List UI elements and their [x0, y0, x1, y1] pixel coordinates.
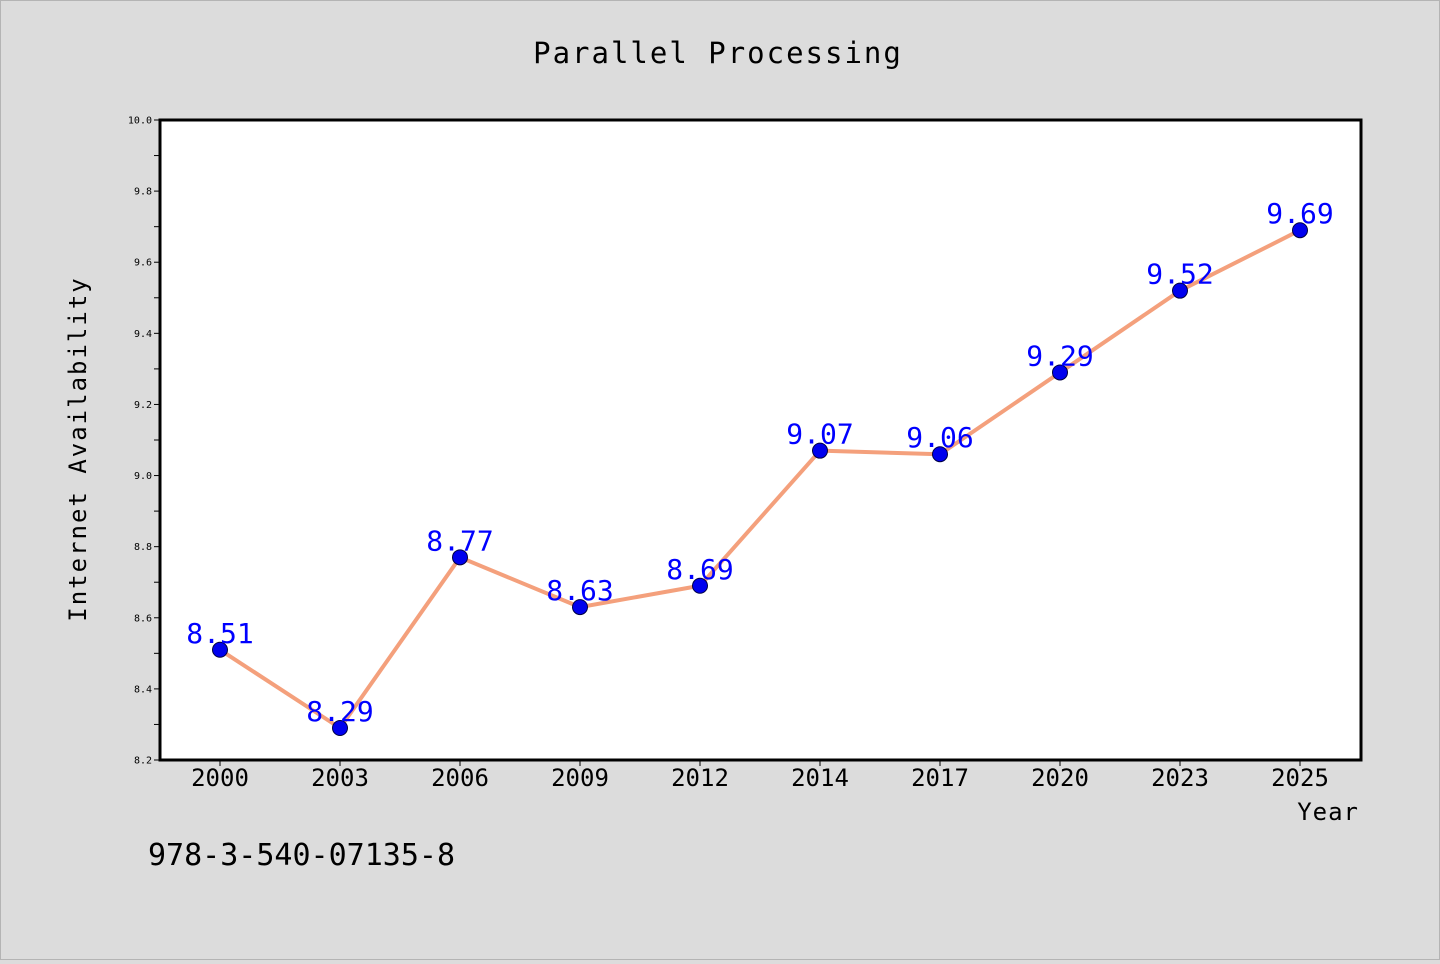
plot-area [158, 118, 1363, 762]
y-tick-label: 10.0 [128, 116, 152, 127]
x-tick-label: 2014 [791, 764, 849, 792]
data-label: 9.06 [906, 421, 973, 454]
x-tick-label: 2003 [311, 764, 369, 792]
y-axis-label: Internet Availability [64, 276, 92, 621]
y-tick-label: 8.8 [134, 542, 152, 553]
chart-title: Parallel Processing [533, 36, 903, 70]
x-tick-label: 2017 [911, 764, 969, 792]
data-label: 9.07 [786, 418, 853, 451]
x-tick-label: 2023 [1151, 764, 1209, 792]
data-point [692, 577, 708, 594]
data-label: 9.52 [1146, 258, 1213, 291]
data-point [1172, 282, 1188, 299]
data-point [812, 442, 828, 459]
data-label: 9.69 [1266, 197, 1333, 230]
x-tick-label: 2012 [671, 764, 729, 792]
x-tick-label: 2000 [191, 764, 249, 792]
data-point [332, 720, 348, 736]
y-tick-label: 8.6 [134, 613, 152, 624]
x-tick-label: 2006 [431, 764, 489, 792]
y-tick-label: 8.4 [134, 684, 152, 695]
data-label: 9.29 [1026, 339, 1093, 372]
y-tick-label: 8.2 [134, 756, 152, 767]
series-polyline [218, 228, 1302, 730]
data-label: 8.63 [546, 574, 613, 607]
x-tick-label: 2020 [1031, 764, 1089, 792]
data-point [1052, 364, 1068, 381]
x-tick-label: 2025 [1271, 764, 1329, 792]
data-label: 8.29 [306, 695, 373, 728]
y-axis: 8.2 8.4 8.6 8.8 9.0 9.2 9.4 9.6 9.8 10.0 [128, 116, 160, 767]
data-point [572, 599, 588, 616]
data-label: 8.69 [666, 553, 733, 586]
data-label: 8.77 [426, 524, 493, 557]
series-line: 8.51 8.29 8.77 8.63 8.69 9.07 9.06 9.29 9.52 9.69 [186, 197, 1334, 736]
y-tick-label: 9.0 [134, 471, 152, 482]
y-tick-label: 9.2 [134, 400, 152, 411]
data-label: 8.51 [186, 617, 253, 650]
x-axis: 2000 2003 2006 2009 2012 2014 2017 2020 2023 2025 [191, 760, 1329, 792]
footer-code: 978-3-540-07135-8 [148, 838, 455, 873]
x-tick-label: 2009 [551, 764, 609, 792]
x-axis-label: Year [1297, 798, 1359, 826]
data-point [1292, 222, 1308, 239]
data-point [452, 549, 468, 566]
data-point [212, 641, 228, 658]
y-tick-label: 9.8 [134, 187, 152, 198]
y-tick-label: 9.4 [134, 329, 152, 340]
y-tick-label: 9.6 [134, 258, 152, 269]
data-point [932, 446, 948, 463]
